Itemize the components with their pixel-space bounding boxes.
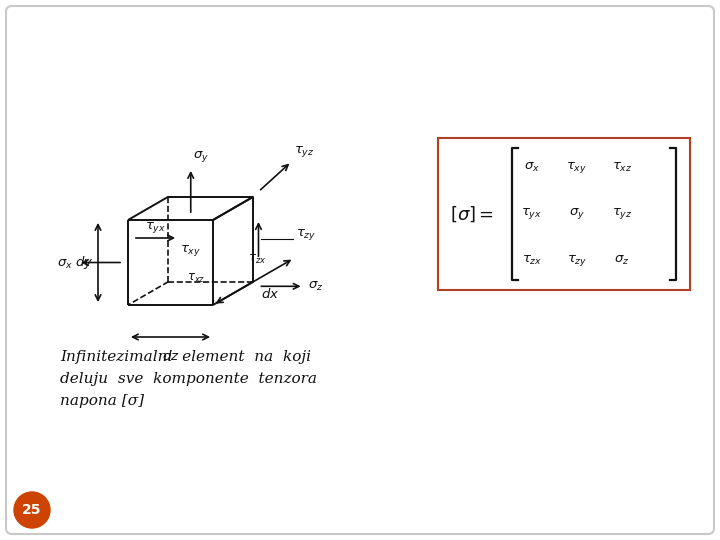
Text: $\sigma_y$: $\sigma_y$ <box>193 149 209 164</box>
Text: 25: 25 <box>22 503 42 517</box>
Text: $\tau_{zx}$: $\tau_{zx}$ <box>248 253 267 266</box>
Text: $\tau_{xz}$: $\tau_{xz}$ <box>186 272 205 285</box>
Text: $\tau_{zy}$: $\tau_{zy}$ <box>297 227 317 241</box>
Text: $\tau_{zx}$: $\tau_{zx}$ <box>522 254 542 267</box>
Text: $\tau_{xy}$: $\tau_{xy}$ <box>180 244 202 258</box>
Text: $\tau_{yx}$: $\tau_{yx}$ <box>145 220 166 235</box>
Text: $dx$: $dx$ <box>261 287 280 301</box>
Text: $\tau_{zy}$: $\tau_{zy}$ <box>567 253 588 268</box>
FancyBboxPatch shape <box>6 6 714 534</box>
Text: $\sigma_x$: $\sigma_x$ <box>524 161 540 174</box>
Text: napona [σ]: napona [σ] <box>60 394 144 408</box>
Text: $dy$: $dy$ <box>75 254 93 271</box>
Text: $\tau_{yx}$: $\tau_{yx}$ <box>521 206 542 221</box>
Text: $\tau_{xy}$: $\tau_{xy}$ <box>567 160 588 176</box>
Text: Infinitezimalni  element  na  koji: Infinitezimalni element na koji <box>60 350 311 364</box>
Text: $\sigma_y$: $\sigma_y$ <box>569 206 585 221</box>
Text: $\sigma_z$: $\sigma_z$ <box>308 280 324 293</box>
Text: $\sigma_x$: $\sigma_x$ <box>57 258 73 271</box>
Text: $[\sigma]=$: $[\sigma]=$ <box>450 204 494 224</box>
Text: $\tau_{yz}$: $\tau_{yz}$ <box>612 206 632 221</box>
Text: $\sigma_z$: $\sigma_z$ <box>614 254 630 267</box>
Text: $\tau_{yz}$: $\tau_{yz}$ <box>294 144 315 159</box>
Text: $\tau_{xz}$: $\tau_{xz}$ <box>612 161 632 174</box>
Circle shape <box>14 492 50 528</box>
FancyBboxPatch shape <box>438 138 690 290</box>
Text: deluju  sve  komponente  tenzora: deluju sve komponente tenzora <box>60 372 317 386</box>
Text: $dz$: $dz$ <box>162 349 179 363</box>
